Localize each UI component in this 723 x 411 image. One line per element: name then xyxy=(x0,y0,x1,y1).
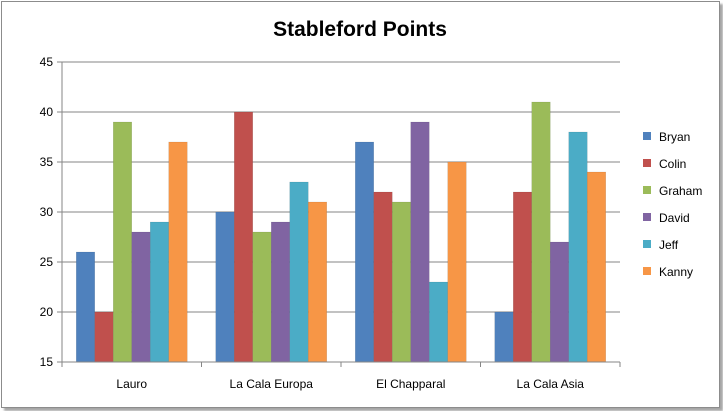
y-tick-label: 40 xyxy=(40,105,54,119)
bar-graham-3 xyxy=(531,101,551,363)
legend-label-graham: Graham xyxy=(659,184,702,198)
legend-swatch-bryan xyxy=(643,132,651,140)
bar-david-0 xyxy=(131,231,151,363)
bar-graham-2 xyxy=(392,201,411,363)
bar-bryan-0 xyxy=(76,251,95,363)
bar-kanny-2 xyxy=(447,161,467,363)
legend: Bryan Colin Graham David Jeff Kanny xyxy=(643,130,702,279)
bars xyxy=(76,101,606,363)
legend-swatch-kanny xyxy=(643,267,651,275)
bar-colin-1 xyxy=(234,111,253,363)
x-tick-label: El Chapparal xyxy=(376,377,445,391)
bar-jeff-2 xyxy=(429,281,448,363)
legend-label-kanny: Kanny xyxy=(659,265,693,279)
bar-graham-0 xyxy=(113,121,132,363)
y-tick-label: 45 xyxy=(40,55,54,69)
bar-graham-1 xyxy=(252,231,272,363)
bar-david-1 xyxy=(271,221,290,363)
bar-colin-0 xyxy=(94,311,114,363)
legend-label-colin: Colin xyxy=(659,157,686,171)
x-axis-tick-labels: Lauro La Cala Europa El Chapparal La Cala A… xyxy=(116,377,584,391)
bar-kanny-3 xyxy=(587,171,606,363)
bar-colin-3 xyxy=(513,191,532,363)
bar-jeff-3 xyxy=(568,131,588,363)
x-tick-label: Lauro xyxy=(116,377,147,391)
legend-swatch-david xyxy=(643,213,651,221)
bar-colin-2 xyxy=(373,191,393,363)
bar-jeff-1 xyxy=(289,181,309,363)
legend-label-bryan: Bryan xyxy=(659,130,690,144)
bar-bryan-1 xyxy=(215,211,235,363)
legend-swatch-colin xyxy=(643,159,651,167)
bar-bryan-3 xyxy=(494,311,514,363)
legend-swatch-graham xyxy=(643,186,651,194)
chart-title: Stableford Points xyxy=(273,18,447,41)
y-axis-tick-labels: 15 20 25 30 35 40 45 xyxy=(40,55,54,369)
bar-david-2 xyxy=(410,121,430,363)
y-tick-label: 30 xyxy=(40,205,54,219)
bar-bryan-2 xyxy=(355,141,374,363)
y-tick-label: 20 xyxy=(40,305,54,319)
legend-label-david: David xyxy=(659,211,690,225)
legend-label-jeff: Jeff xyxy=(659,238,679,252)
x-tick-label: La Cala Europa xyxy=(230,377,314,391)
y-tick-label: 15 xyxy=(40,355,54,369)
axes xyxy=(61,62,621,367)
bar-david-3 xyxy=(550,241,569,363)
bar-kanny-0 xyxy=(168,141,188,363)
y-tick-label: 25 xyxy=(40,255,54,269)
x-tick-label: La Cala Asia xyxy=(517,377,585,391)
legend-swatch-jeff xyxy=(643,240,651,248)
bar-jeff-0 xyxy=(150,221,169,363)
bar-kanny-1 xyxy=(308,201,327,363)
y-tick-label: 35 xyxy=(40,155,54,169)
